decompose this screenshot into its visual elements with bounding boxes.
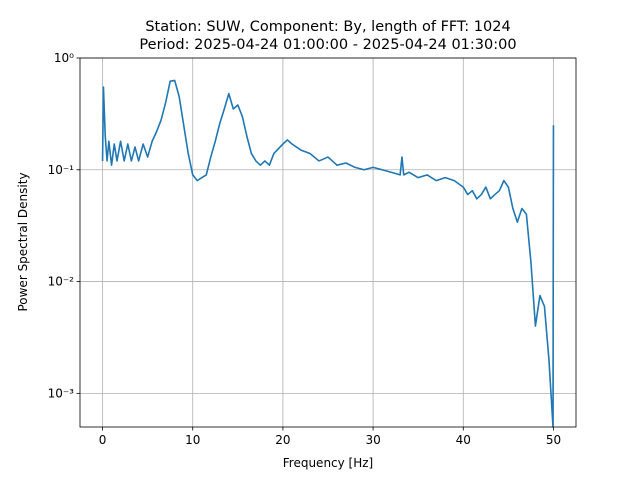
chart-title: Station: SUW, Component: By, length of F…: [145, 19, 510, 35]
data-line: [101, 79, 555, 428]
x-tick-label: 20: [275, 433, 290, 447]
y-tick-label: 10⁻³: [48, 386, 75, 400]
y-tick-label: 10⁰: [54, 51, 74, 65]
y-tick-label: 10⁻²: [48, 275, 75, 289]
x-tick-label: 30: [365, 433, 380, 447]
x-tick-label: 50: [546, 433, 561, 447]
chart-title: Period: 2025-04-24 01:00:00 - 2025-04-24…: [139, 37, 516, 53]
y-tick-label: 10⁻¹: [48, 163, 75, 177]
x-tick-label: 0: [99, 433, 107, 447]
x-axis-label: Frequency [Hz]: [283, 456, 374, 470]
x-tick-label: 40: [456, 433, 471, 447]
plot-frame: [79, 57, 577, 428]
y-axis-label: Power Spectral Density: [16, 172, 30, 311]
x-tick-label: 10: [185, 433, 200, 447]
